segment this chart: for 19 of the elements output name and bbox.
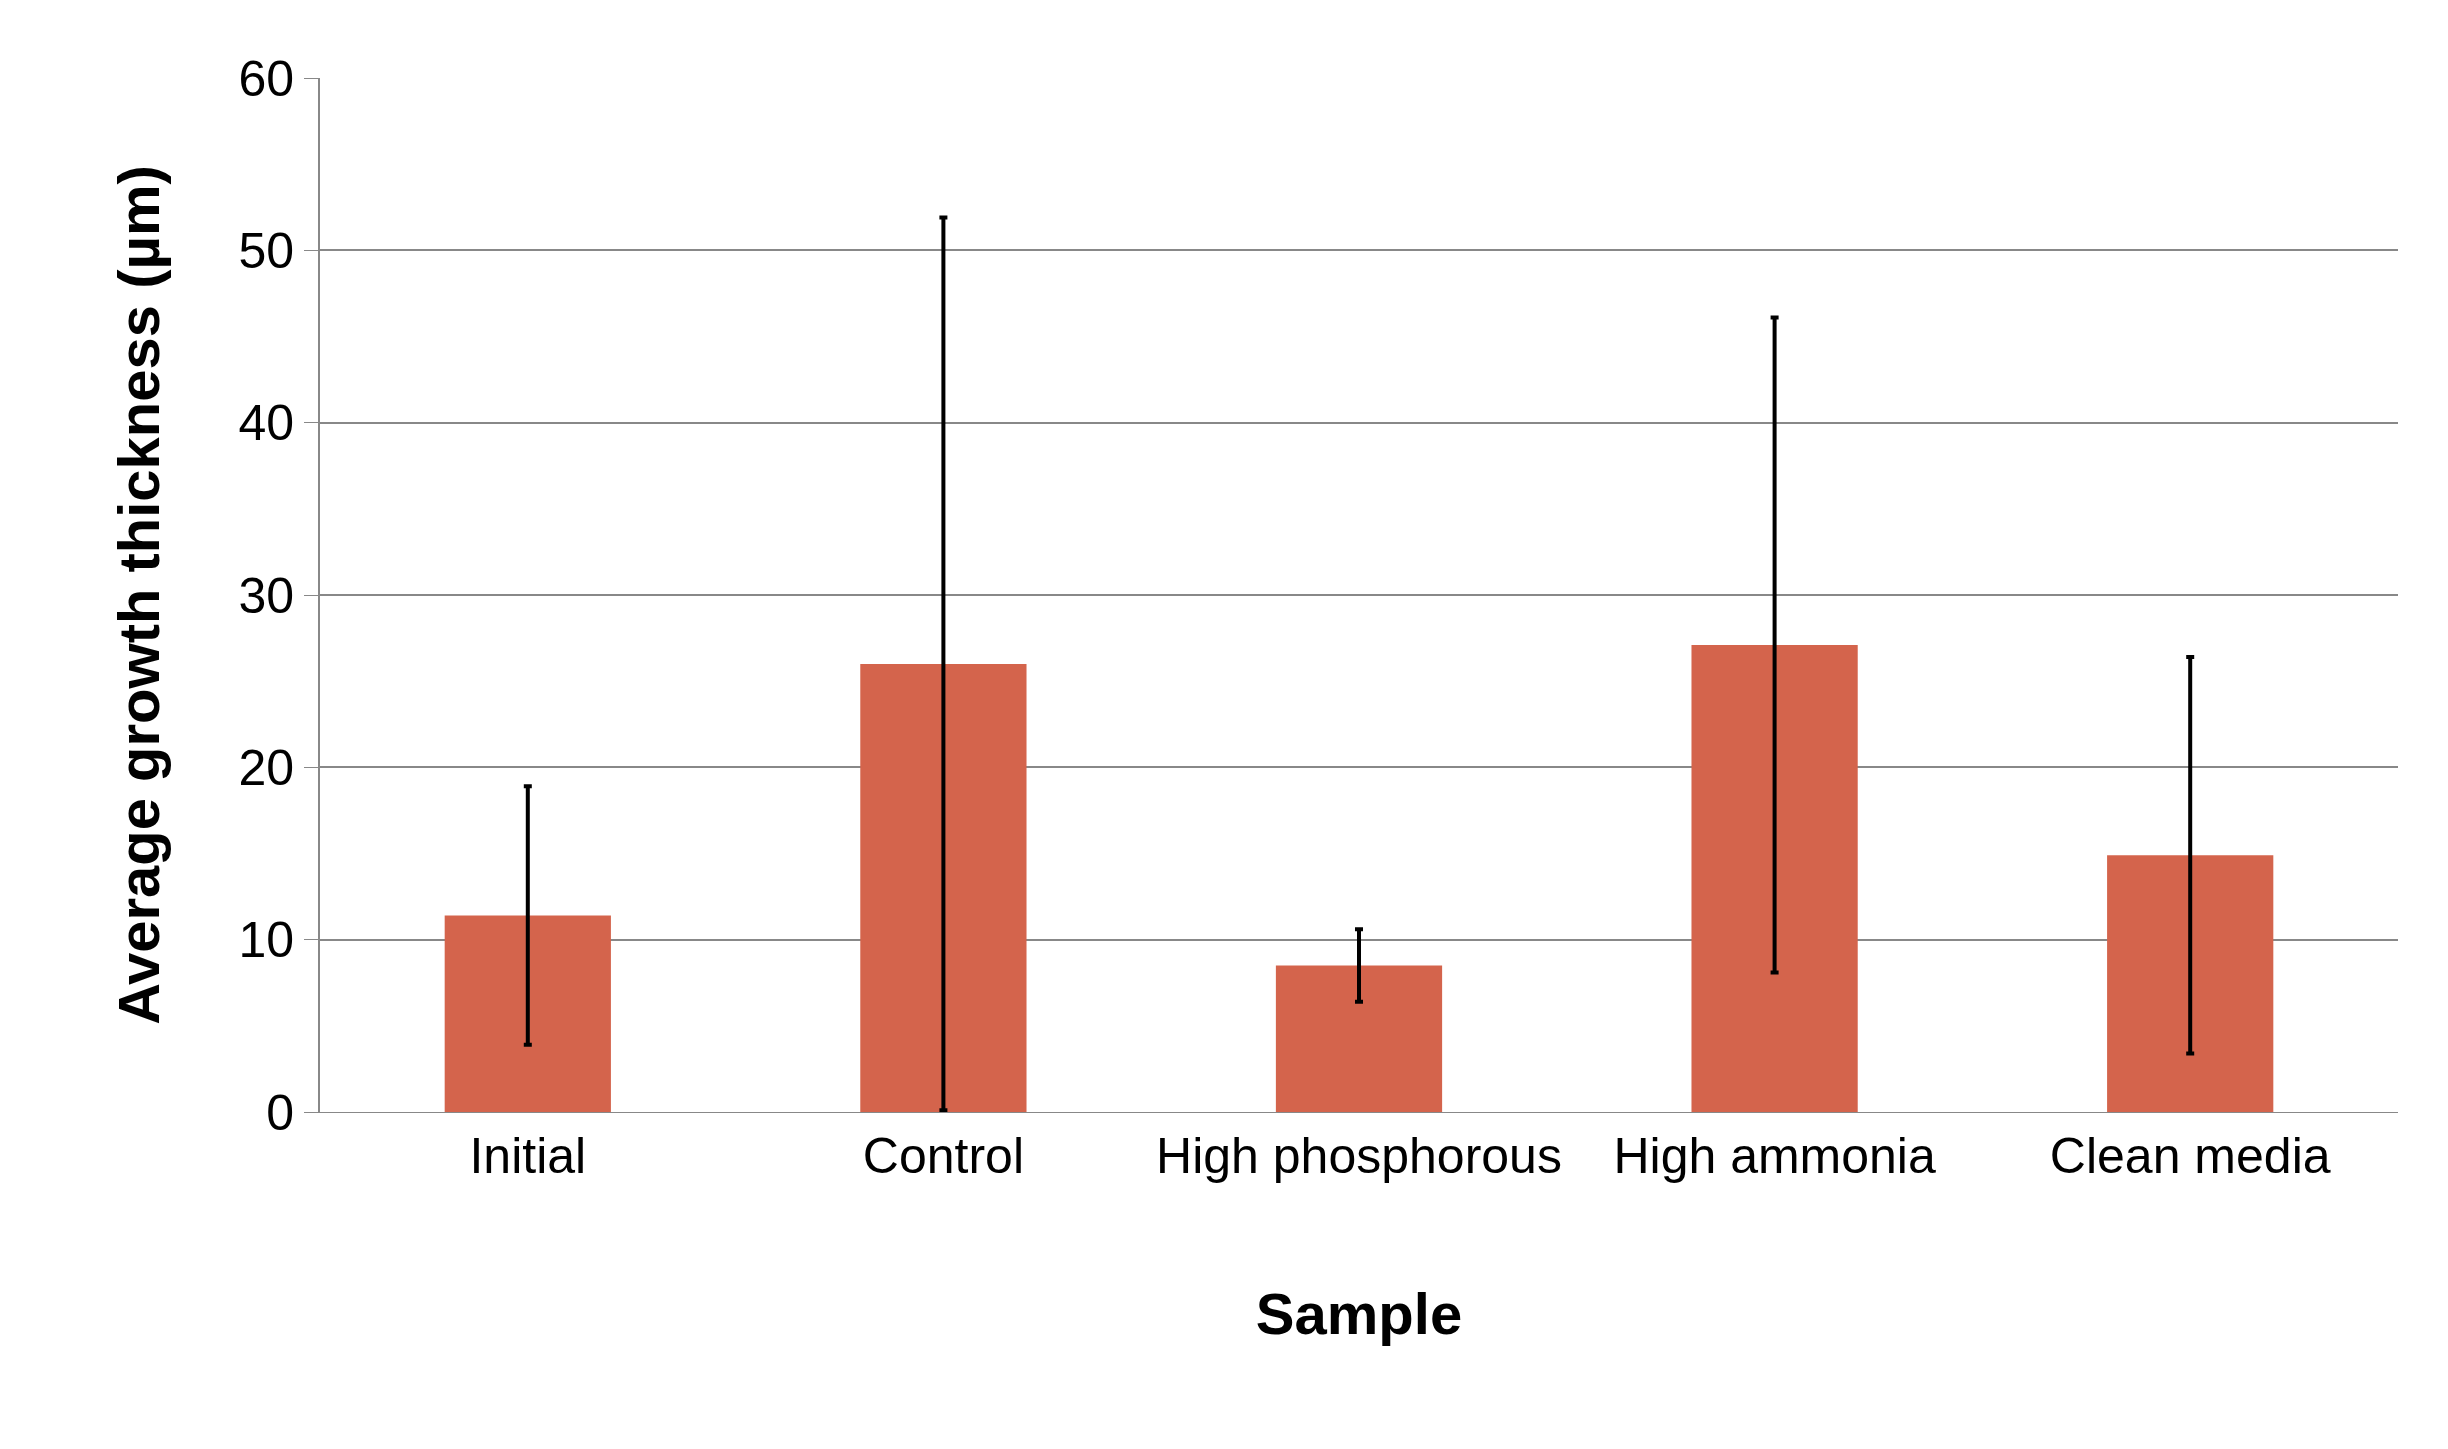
x-tick-label: Initial	[469, 1128, 587, 1184]
y-tick-label: 30	[238, 567, 294, 624]
y-tick-label: 40	[238, 395, 294, 452]
x-tick-label: Clean media	[2049, 1128, 2331, 1184]
y-tick-label: 20	[238, 739, 294, 796]
x-tick-label: High phosphorous	[1156, 1128, 1562, 1184]
bar	[1691, 644, 1858, 1112]
x-axis-title: Sample	[1255, 1281, 1463, 1347]
x-tick-label: Control	[862, 1128, 1024, 1184]
x-tick-label: High ammonia	[1613, 1128, 1936, 1184]
y-tick-label: 0	[266, 1084, 294, 1141]
bar	[2107, 855, 2274, 1112]
y-tick-label: 60	[238, 50, 294, 107]
bar	[860, 663, 1027, 1112]
y-tick-label: 50	[238, 222, 294, 279]
bar	[444, 915, 611, 1112]
y-axis-title: Average growth thickness (µm)	[106, 165, 172, 1025]
y-tick-label: 10	[238, 912, 294, 969]
bar	[1275, 965, 1443, 1112]
